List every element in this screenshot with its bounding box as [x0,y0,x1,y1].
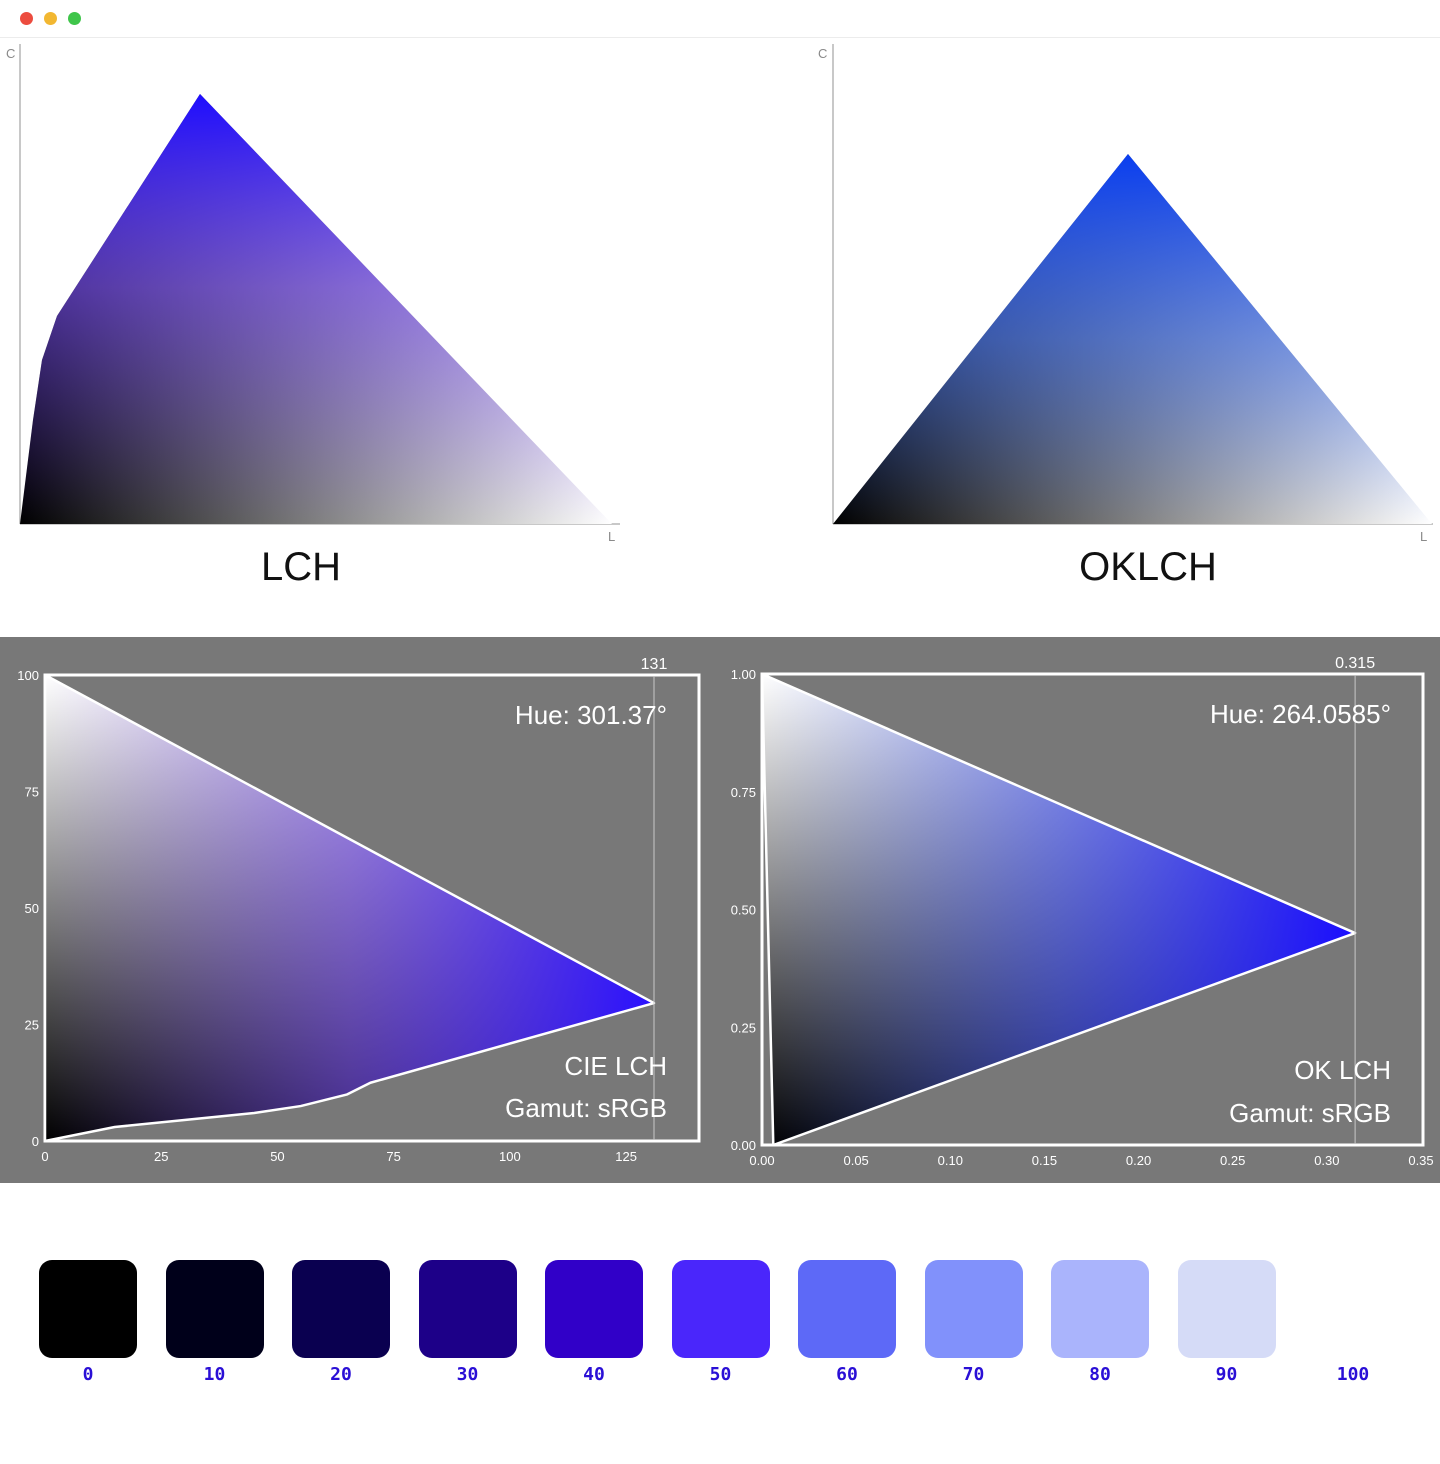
lightness-swatch-row: 0 10 20 30 40 50 60 70 80 90 100 [0,1260,1440,1400]
swatch-label: 20 [292,1364,390,1385]
cie-y-tick-label: 75 [25,785,39,800]
ok-y-tick-label: 0.25 [731,1020,756,1035]
swatch-50[interactable] [672,1260,770,1358]
oklch-c-axis-label: C [818,46,827,61]
lch-gamut-overlay [20,94,612,524]
swatch-20[interactable] [292,1260,390,1358]
swatch-90[interactable] [1178,1260,1276,1358]
swatch-label: 100 [1304,1364,1402,1385]
ok-x-tick-label: 0.30 [1314,1153,1339,1168]
ok-gamut-label: Gamut: sRGB [1229,1098,1391,1128]
oklch-l-axis-label: L [1420,529,1427,544]
cie-x-tick-label: 50 [270,1149,284,1164]
swatch-label: 60 [798,1364,896,1385]
ok-x-tick-label: 0.35 [1408,1153,1433,1168]
ok-y-tick-label: 0.75 [731,785,756,800]
cie-x-tick-label: 75 [386,1149,400,1164]
ok-x-tick-label: 0.20 [1126,1153,1151,1168]
swatch-80[interactable] [1051,1260,1149,1358]
swatch-60[interactable] [798,1260,896,1358]
lch-c-axis-label: C [6,46,15,61]
cie-x-tick-label: 100 [499,1149,521,1164]
swatch-label: 0 [39,1364,137,1385]
swatch-label: 70 [925,1364,1023,1385]
gamut-slice-panel: 131 0 25 50 75 100 125 0 25 50 75 100 Hue: 301.37° CI… [0,637,1440,1183]
swatch-label: 40 [545,1364,643,1385]
cie-space-label: CIE LCH [564,1051,667,1081]
ok-y-tick-label: 0.00 [731,1138,756,1153]
swatch-0[interactable] [39,1260,137,1358]
ok-max-chroma-label: 0.315 [1335,655,1375,672]
ok-space-label: OK LCH [1294,1055,1391,1085]
swatch-40[interactable] [545,1260,643,1358]
oklch-gamut-overlay [833,154,1432,524]
ok-y-tick-label: 1.00 [731,667,756,682]
ok-hue-label: Hue: 264.0585° [1210,699,1391,729]
cie-x-tick-label: 25 [154,1149,168,1164]
swatch-100[interactable] [1304,1260,1402,1358]
swatch-label: 80 [1051,1364,1149,1385]
lch-l-axis-label: L [608,529,615,544]
cie-y-tick-label: 25 [25,1018,39,1033]
ok-x-tick-label: 0.10 [938,1153,963,1168]
cie-max-chroma-label: 131 [641,656,668,673]
oklch-chart-title: OKLCH [1079,545,1217,589]
swatch-10[interactable] [166,1260,264,1358]
cie-gamut-label: Gamut: sRGB [505,1093,667,1123]
ok-x-tick-label: 0.15 [1032,1153,1057,1168]
swatch-70[interactable] [925,1260,1023,1358]
cie-y-tick-label: 50 [25,901,39,916]
swatch-label: 10 [166,1364,264,1385]
lch-chart: C L LCH [6,44,620,589]
swatch-label: 30 [419,1364,517,1385]
cie-y-tick-label: 100 [17,668,39,683]
ok-x-tick-label: 0.00 [749,1153,774,1168]
top-gamut-charts: C L LCH C L OKLCH [0,0,1440,610]
cie-hue-label: Hue: 301.37° [515,700,667,730]
cie-y-tick-label: 0 [32,1134,39,1149]
gamut-slice-svg: 131 0 25 50 75 100 125 0 25 50 75 100 Hue: 301.37° CI… [0,637,1440,1183]
ok-x-tick-label: 0.25 [1220,1153,1245,1168]
swatch-label: 50 [672,1364,770,1385]
oklch-chart: C L OKLCH [818,44,1433,589]
lch-chart-title: LCH [261,545,341,589]
ok-y-tick-label: 0.50 [731,903,756,918]
swatch-label: 90 [1178,1364,1276,1385]
ok-x-tick-label: 0.05 [843,1153,868,1168]
cie-x-tick-label: 125 [615,1149,637,1164]
cie-x-tick-label: 0 [41,1149,48,1164]
swatch-30[interactable] [419,1260,517,1358]
